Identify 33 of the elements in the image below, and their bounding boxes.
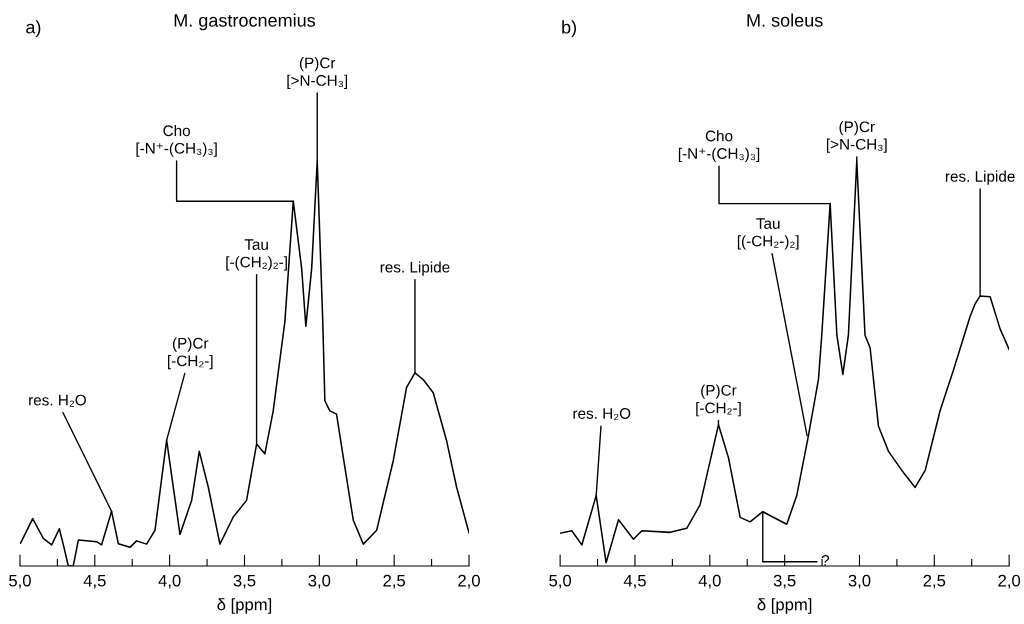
x-tick-label: 4,5 xyxy=(83,574,106,589)
annotation: res. H₂O xyxy=(29,394,86,407)
x-tick-label: 2,5 xyxy=(923,574,946,589)
annotation: (P)Cr [-CH₂-] xyxy=(696,384,741,417)
annotation: Tau [(-CH₂-)₂] xyxy=(737,218,799,250)
x-tick-label: 5,0 xyxy=(9,574,31,589)
x-tick-label: 5,0 xyxy=(549,574,572,589)
annotation: res. Lipide xyxy=(380,261,450,276)
annotation: (P)Cr [>N-CH₃] xyxy=(826,120,887,153)
annotation: (P)Cr [-CH₂-] xyxy=(168,337,213,370)
chart-title: M. soleus xyxy=(747,13,823,27)
x-tick-label: 3,5 xyxy=(233,574,256,589)
x-axis-title: δ [ppm] xyxy=(217,598,272,614)
x-tick-label: 2,0 xyxy=(998,574,1021,589)
annotation: Cho [-N⁺-(CH₃)₃] xyxy=(678,130,760,162)
x-tick-label: 4,5 xyxy=(623,574,646,589)
x-tick-label: 3,0 xyxy=(848,574,871,589)
text: a) xyxy=(26,20,41,38)
x-tick-label: 2,0 xyxy=(458,574,480,589)
chart-title: M. gastrocnemius xyxy=(174,13,316,31)
annotation: res. Lipide xyxy=(945,170,1015,185)
x-tick-label: 4,0 xyxy=(158,574,181,589)
x-tick-label: 2,5 xyxy=(383,574,406,589)
text: b) xyxy=(562,20,577,38)
annotation: (P)Cr [>N-CH₃] xyxy=(287,57,348,89)
x-tick-label: 3,5 xyxy=(773,574,796,589)
x-tick-label: 4,0 xyxy=(698,574,721,589)
annotation: Tau [-(CH₂)₂-] xyxy=(226,239,287,271)
x-tick-label: 3,0 xyxy=(308,574,331,589)
annotation: Cho [-N⁺-(CH₃)₃] xyxy=(136,124,217,157)
x-axis-title: δ [ppm] xyxy=(757,598,812,614)
annotation: ? xyxy=(821,555,830,566)
annotation: res. H₂O xyxy=(573,408,631,421)
